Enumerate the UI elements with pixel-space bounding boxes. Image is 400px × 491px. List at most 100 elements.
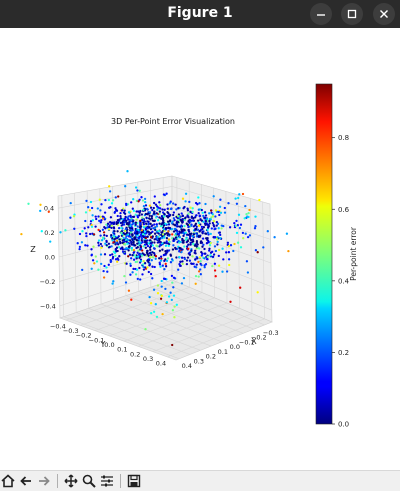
scatter-point bbox=[248, 209, 250, 211]
scatter-point bbox=[132, 268, 134, 270]
scatter-point bbox=[161, 285, 163, 287]
scatter-point bbox=[135, 210, 137, 212]
scatter-point bbox=[172, 214, 174, 216]
scatter-point bbox=[115, 196, 117, 198]
scatter-point bbox=[97, 215, 99, 217]
scatter-point bbox=[144, 198, 146, 200]
scatter-point bbox=[137, 237, 139, 239]
minimize-button[interactable] bbox=[310, 3, 332, 25]
scatter-point bbox=[163, 236, 165, 238]
scatter-point bbox=[219, 199, 221, 201]
scatter-point bbox=[199, 230, 201, 232]
scatter-point bbox=[212, 256, 214, 258]
scatter-point bbox=[181, 282, 183, 284]
scatter-point bbox=[117, 215, 119, 217]
scatter-point bbox=[121, 209, 123, 211]
scatter-point bbox=[159, 250, 161, 252]
scatter-point bbox=[146, 236, 148, 238]
scatter-point bbox=[124, 209, 126, 211]
scatter-point bbox=[165, 265, 167, 267]
scatter-point bbox=[185, 238, 187, 240]
scatter-point bbox=[140, 226, 142, 228]
scatter-point bbox=[79, 246, 81, 248]
scatter-point bbox=[119, 212, 121, 214]
scatter-point bbox=[111, 239, 113, 241]
scatter-point bbox=[189, 260, 191, 262]
back-button[interactable] bbox=[18, 473, 34, 489]
scatter-point bbox=[210, 209, 212, 211]
scatter-point bbox=[120, 217, 122, 219]
scatter-point bbox=[195, 228, 197, 230]
scatter-point bbox=[149, 205, 151, 207]
scatter-point bbox=[144, 201, 146, 203]
scatter-point bbox=[181, 230, 183, 232]
scatter-point bbox=[163, 228, 165, 230]
scatter-point bbox=[195, 283, 197, 285]
scatter-point bbox=[167, 230, 169, 232]
scatter-point bbox=[108, 199, 110, 201]
scatter-point bbox=[202, 237, 204, 239]
maximize-button[interactable] bbox=[341, 3, 363, 25]
scatter-point bbox=[229, 301, 231, 303]
scatter-point bbox=[160, 298, 162, 300]
scatter-point bbox=[112, 199, 114, 201]
scatter-point bbox=[100, 253, 102, 255]
save-button[interactable] bbox=[126, 473, 142, 489]
close-button[interactable] bbox=[373, 3, 395, 25]
scatter-point bbox=[218, 214, 220, 216]
scatter-point bbox=[178, 256, 180, 258]
home-button[interactable] bbox=[0, 473, 16, 489]
scatter-point bbox=[198, 209, 200, 211]
scatter-point bbox=[73, 228, 75, 230]
scatter-point bbox=[133, 210, 135, 212]
scatter-point bbox=[219, 234, 221, 236]
scatter-point bbox=[181, 248, 183, 250]
scatter-point bbox=[147, 221, 149, 223]
save-floppy-icon bbox=[127, 474, 141, 488]
scatter-point bbox=[189, 235, 191, 237]
x-tick-label: 0.3 bbox=[194, 357, 204, 365]
scatter-point bbox=[116, 210, 118, 212]
scatter-point bbox=[155, 258, 157, 260]
scatter-point bbox=[173, 217, 175, 219]
scatter-point bbox=[262, 246, 264, 248]
pan-button[interactable] bbox=[63, 473, 79, 489]
scatter-point bbox=[110, 227, 112, 229]
colorbar-tick-label: 0.8 bbox=[338, 134, 349, 142]
scatter-point bbox=[150, 242, 152, 244]
scatter-point bbox=[213, 253, 215, 255]
scatter-point bbox=[149, 223, 151, 225]
scatter-point bbox=[162, 265, 164, 267]
scatter-point bbox=[123, 223, 125, 225]
y-tick-label: 0.1 bbox=[117, 346, 127, 354]
scatter-point bbox=[156, 316, 158, 318]
scatter-point bbox=[195, 214, 197, 216]
y-tick-label: 0.2 bbox=[130, 350, 140, 358]
y-tick-label: 0.0 bbox=[104, 341, 114, 349]
scatter-point bbox=[177, 225, 179, 227]
forward-button[interactable] bbox=[36, 473, 52, 489]
scatter-point bbox=[172, 309, 174, 311]
zoom-button[interactable] bbox=[81, 473, 97, 489]
scatter-point bbox=[195, 232, 197, 234]
scatter-point bbox=[254, 225, 256, 227]
scatter-point bbox=[97, 269, 99, 271]
scatter-point bbox=[108, 185, 110, 187]
scatter-point bbox=[109, 190, 111, 192]
scatter-point bbox=[213, 228, 215, 230]
scatter-point bbox=[202, 230, 204, 232]
scatter-point bbox=[142, 233, 144, 235]
scatter-point bbox=[183, 229, 185, 231]
scatter-point bbox=[141, 239, 143, 241]
back-arrow-icon bbox=[19, 474, 33, 488]
scatter-point bbox=[242, 237, 244, 239]
configure-subplots-button[interactable] bbox=[99, 473, 115, 489]
scatter-point bbox=[229, 226, 231, 228]
scatter-point bbox=[141, 216, 143, 218]
x-tick-label: −0.3 bbox=[263, 329, 279, 337]
scatter-point bbox=[99, 209, 101, 211]
scatter-point bbox=[161, 208, 163, 210]
scatter-point bbox=[105, 266, 107, 268]
scatter-point bbox=[143, 260, 145, 262]
